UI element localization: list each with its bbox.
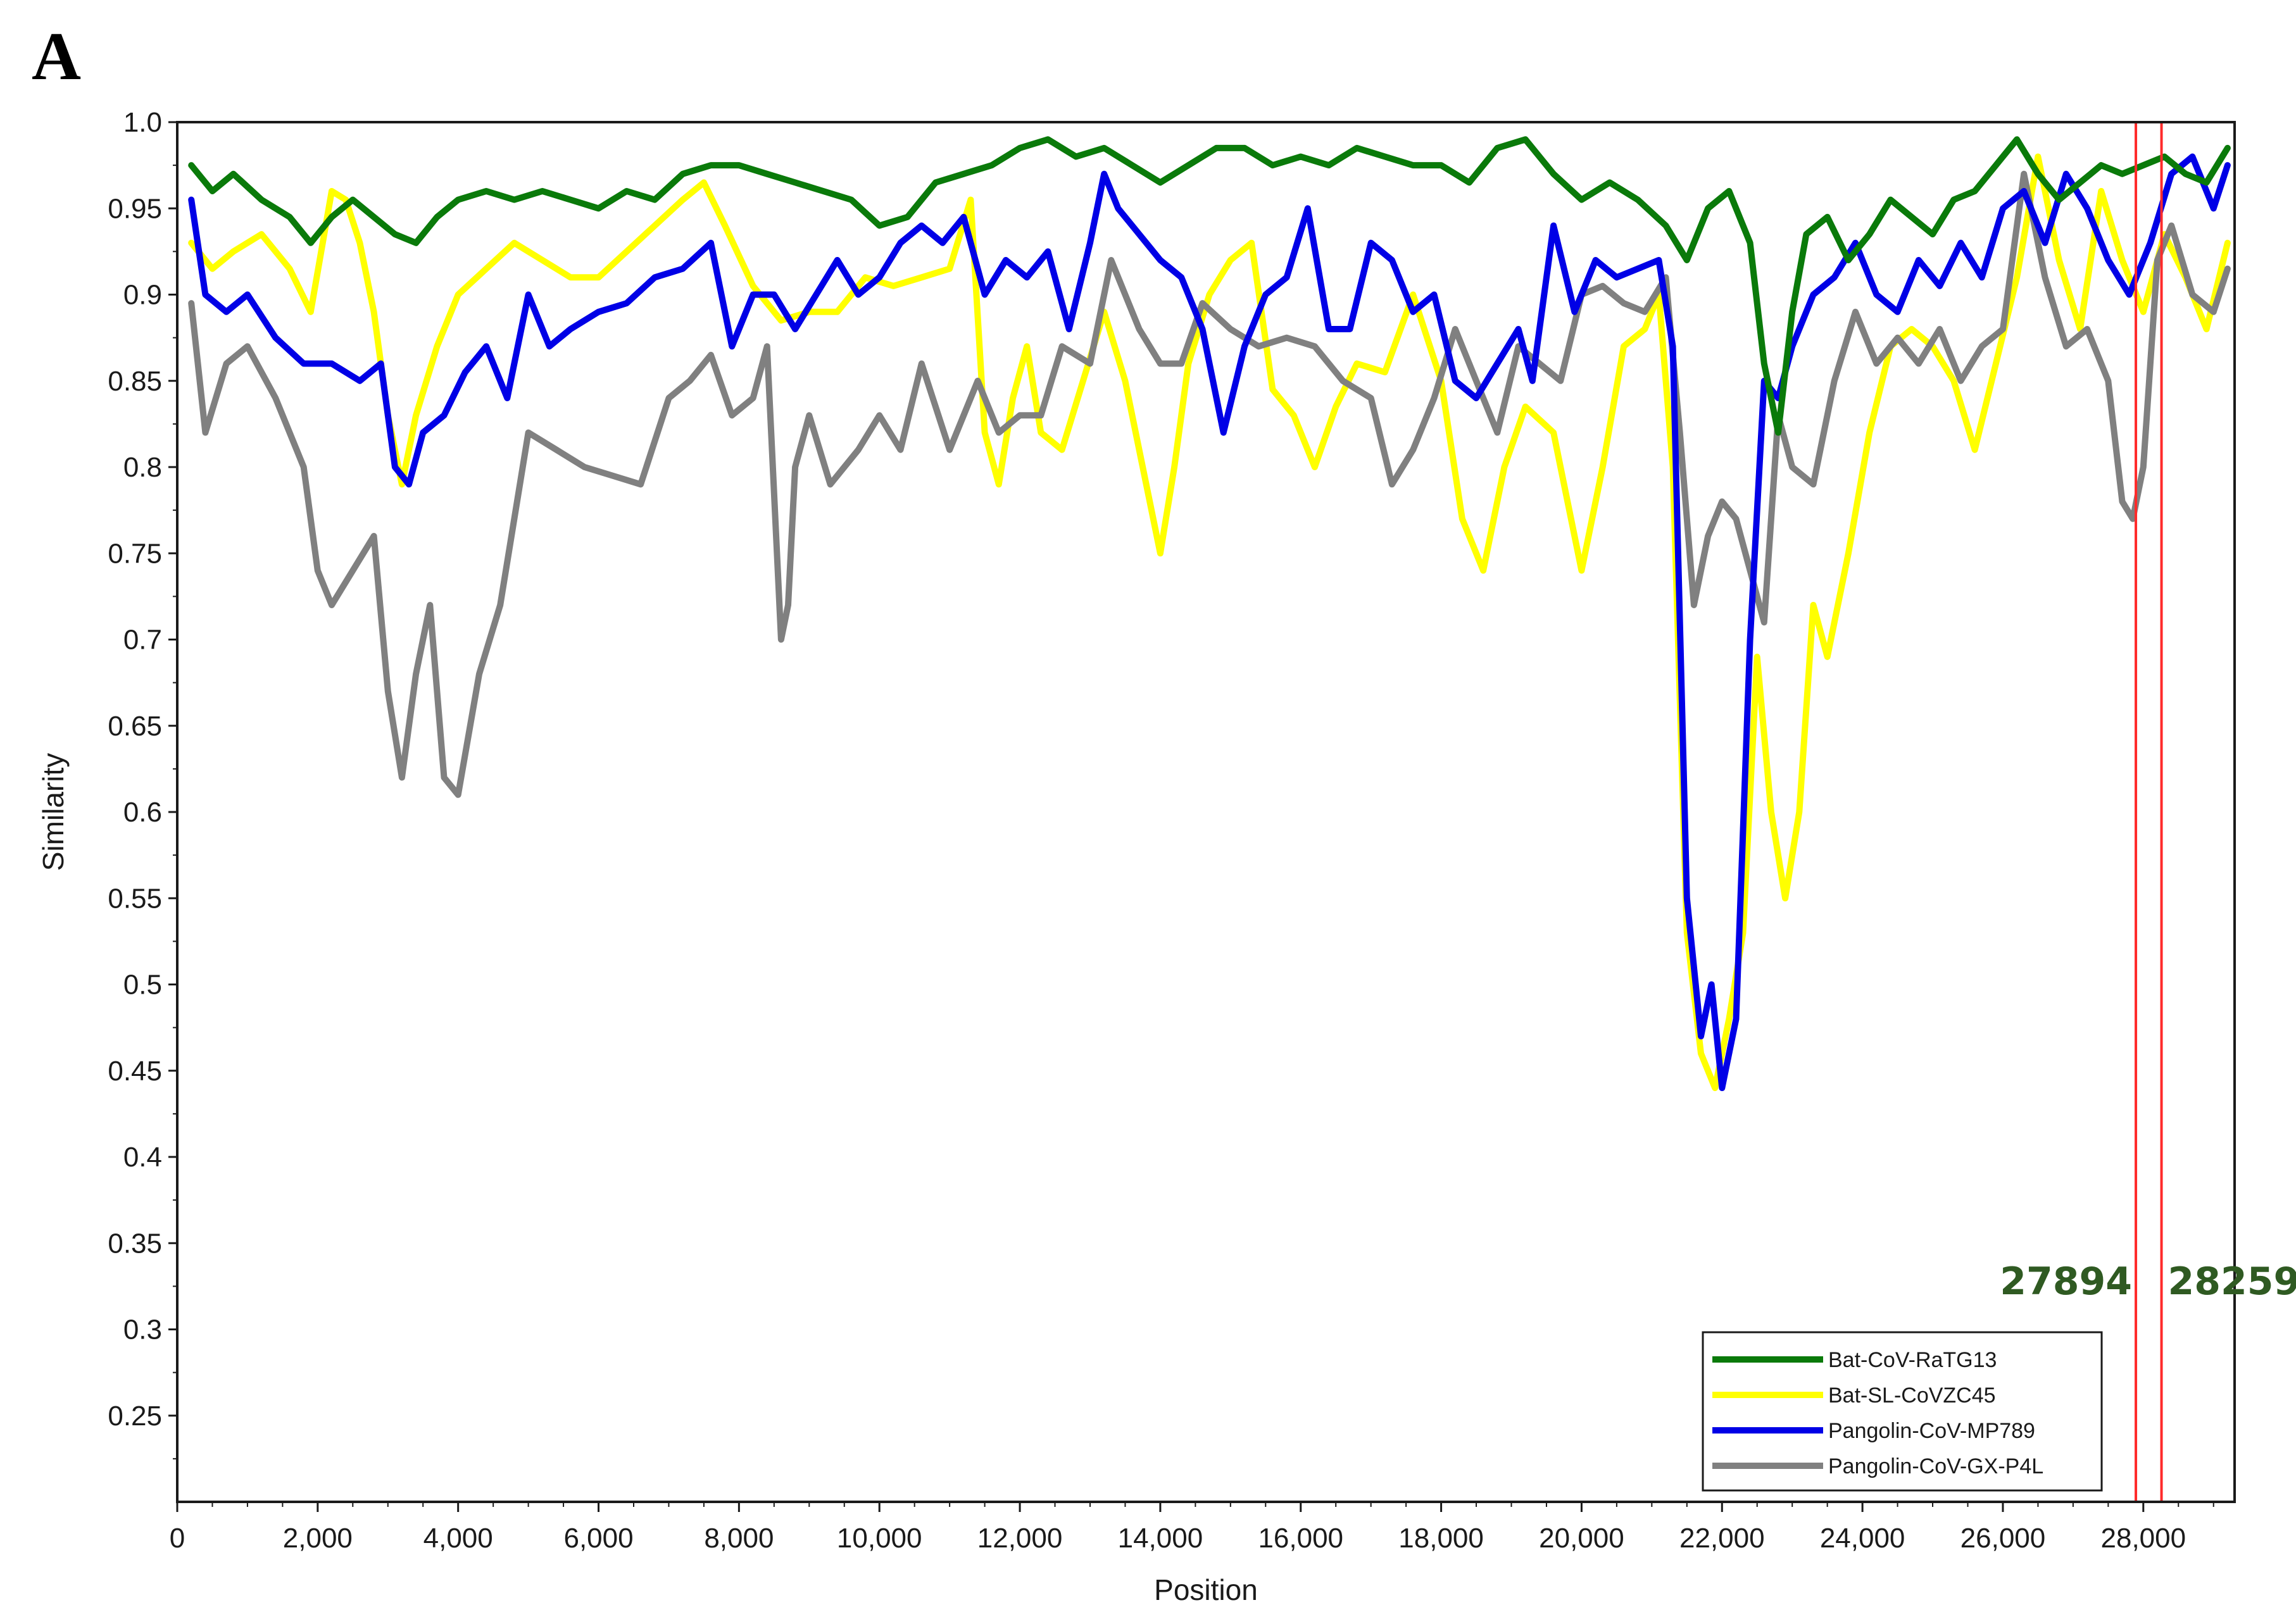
x-tick-label: 20,000 <box>1539 1523 1624 1554</box>
x-tick-label: 12,000 <box>977 1523 1063 1554</box>
y-tick-label: 0.6 <box>123 797 162 828</box>
x-axis-title: Position <box>1154 1573 1258 1606</box>
series-line-bat-cov-ratg13 <box>188 136 2231 436</box>
x-tick-label: 14,000 <box>1118 1523 1203 1554</box>
x-tick-label: 2,000 <box>283 1523 353 1554</box>
series-layer <box>188 136 2231 1091</box>
y-tick-label: 0.8 <box>123 452 162 483</box>
y-tick-label: 0.55 <box>108 883 162 914</box>
x-tick-label: 10,000 <box>837 1523 922 1554</box>
y-axis: 0.25 0.3 0.35 0.4 0.45 0.5 0.55 0.6 0.65 0.7 0.75 0… <box>108 107 177 1459</box>
marker-label-right: 28259 <box>2168 1259 2296 1304</box>
y-tick-label: 0.95 <box>108 193 162 224</box>
y-tick-label: 0.9 <box>123 280 162 311</box>
legend-label: Bat-SL-CoVZC45 <box>1828 1384 1996 1408</box>
x-tick-label: 22,000 <box>1679 1523 1765 1554</box>
y-axis-title: Similarity <box>37 753 70 871</box>
legend: Bat-CoV-RaTG13 Bat-SL-CoVZC45 Pangolin-CoV… <box>1702 1331 2103 1492</box>
x-tick-label: 16,000 <box>1258 1523 1343 1554</box>
x-tick-label: 18,000 <box>1398 1523 1484 1554</box>
y-tick-label: 0.3 <box>123 1315 162 1346</box>
x-tick-label: 4,000 <box>423 1523 493 1554</box>
y-tick-label: 0.75 <box>108 538 162 569</box>
y-tick-label: 0.4 <box>123 1142 162 1173</box>
y-tick-label: 0.45 <box>108 1056 162 1087</box>
x-tick-label: 8,000 <box>704 1523 774 1554</box>
series-line-bat-sl-covzc45 <box>188 153 2231 1091</box>
marker-label-left: 27894 <box>2000 1259 2132 1304</box>
legend-label: Bat-CoV-RaTG13 <box>1828 1348 1997 1372</box>
y-tick-label: 0.35 <box>108 1228 162 1259</box>
x-tick-label: 24,000 <box>1820 1523 1905 1554</box>
y-tick-label: 0.7 <box>123 625 162 656</box>
marker-layer <box>2135 122 2163 1502</box>
x-tick-label: 26,000 <box>1960 1523 2046 1554</box>
y-tick-label: 1.0 <box>123 107 162 138</box>
y-tick-label: 0.25 <box>108 1401 162 1432</box>
x-tick-label: 0 <box>170 1523 185 1554</box>
panel-label: A <box>32 19 81 94</box>
y-tick-label: 0.85 <box>108 366 162 397</box>
legend-label: Pangolin-CoV-MP789 <box>1828 1419 2035 1443</box>
x-axis: 0 2,000 4,000 6,000 8,000 10,000 12,000 14,000 1… <box>170 1502 2214 1554</box>
y-tick-label: 0.65 <box>108 711 162 742</box>
series-line-pangolin-cov-mp789 <box>188 153 2231 1091</box>
series-line-pangolin-cov-gx-p4l <box>188 170 2231 798</box>
y-tick-label: 0.5 <box>123 970 162 1001</box>
legend-label: Pangolin-CoV-GX-P4L <box>1828 1454 2043 1478</box>
x-tick-label: 28,000 <box>2101 1523 2186 1554</box>
x-tick-label: 6,000 <box>563 1523 633 1554</box>
